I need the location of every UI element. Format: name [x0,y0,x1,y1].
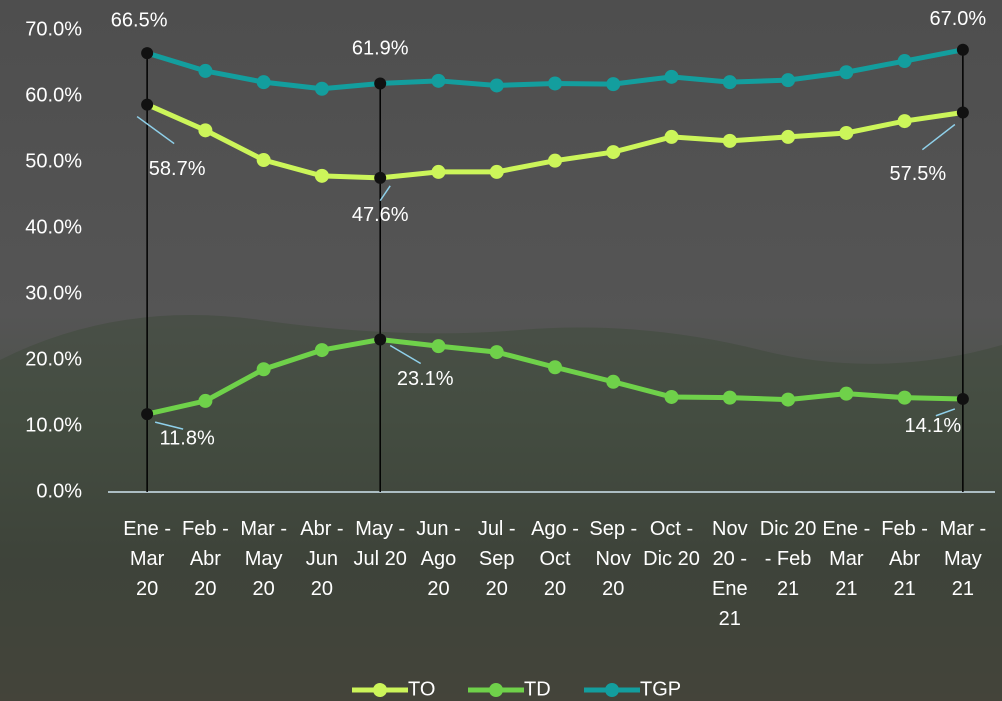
y-tick-label: 60.0% [25,84,82,106]
data-point [489,345,504,360]
data-point [664,389,679,404]
data-point [314,168,329,183]
y-tick-label: 50.0% [25,150,82,172]
data-label: 14.1% [905,415,962,437]
data-point [548,153,562,168]
data-point [374,77,387,90]
data-point [374,333,387,346]
data-point [198,393,213,408]
data-point [897,114,912,129]
data-point [198,63,213,78]
data-label: 11.8% [160,427,215,449]
y-tick-label: 30.0% [25,282,82,304]
x-tick-label: Sep - Nov 20 [589,518,638,600]
data-point [548,360,562,375]
x-tick-label: Jun - Ago 20 [416,518,461,600]
data-point [489,78,504,93]
y-tick-label: 10.0% [25,414,82,436]
data-point [256,75,271,90]
legend-marker [605,683,619,697]
data-point [956,106,969,119]
data-point [606,374,621,389]
x-tick-label: Nov 20 - Ene 21 [712,518,748,630]
data-point [141,98,154,111]
leader-line [136,115,175,145]
x-tick-label: Jul - Sep 20 [477,518,516,600]
x-tick-label: Abr - Jun 20 [300,518,344,600]
x-tick-label: Ene - Mar 21 [822,518,871,600]
data-point [606,145,621,160]
data-point [256,362,271,377]
data-point [897,390,912,405]
x-tick-label: Feb - Abr 20 [182,518,229,600]
data-label: 47.6% [352,204,409,226]
data-point [548,76,562,91]
leader-line [379,185,391,202]
legend-marker [489,683,503,697]
data-point [839,386,854,401]
data-point [781,73,796,88]
data-point [141,47,154,60]
data-point [956,392,969,405]
data-point [431,73,446,88]
x-tick-label: Mar - May 20 [240,518,287,600]
data-point [839,65,854,80]
leader-line [389,344,422,365]
y-tick-label: 20.0% [25,348,82,370]
x-tick-label: Dic 20 - Feb 21 [759,518,817,600]
data-point [722,75,737,90]
legend-label: TD [524,678,551,700]
data-point [722,133,737,148]
data-label: 58.7% [149,158,206,180]
leader-line [935,408,956,417]
data-point [314,343,329,358]
y-tick-label: 70.0% [25,18,82,40]
data-point [489,164,504,179]
data-point [606,77,621,92]
legend-marker [373,683,387,697]
data-point [664,129,679,144]
x-tick-label: Feb - Abr 21 [881,518,928,600]
y-tick-label: 40.0% [25,216,82,238]
data-point [722,390,737,405]
data-point [781,392,796,407]
data-point [141,408,154,421]
leader-line [154,421,184,430]
data-point [431,164,446,179]
data-point [956,43,969,56]
data-point [198,123,213,138]
data-point [431,339,446,354]
data-point [256,153,271,168]
data-label: 23.1% [397,368,454,390]
x-tick-label: Oct - Dic 20 [643,518,700,570]
data-point [839,125,854,140]
data-point [897,54,912,69]
x-tick-label: May - Jul 20 [353,518,407,570]
legend-label: TO [408,678,435,700]
data-label: 61.9% [352,38,409,60]
data-label: 57.5% [890,163,947,185]
data-label: 66.5% [111,9,168,31]
x-tick-label: Ene - Mar 20 [123,518,172,600]
data-point [664,69,679,84]
data-point [781,129,796,144]
legend-label: TGP [640,678,681,700]
data-label: 67.0% [930,8,987,30]
background-hills [0,315,1002,701]
y-tick-label: 0.0% [36,480,82,502]
data-point [374,171,387,184]
leader-line [921,123,956,151]
x-tick-label: Mar - May 21 [939,518,987,600]
x-tick-label: Ago - Oct 20 [531,518,579,600]
data-point [314,81,329,96]
